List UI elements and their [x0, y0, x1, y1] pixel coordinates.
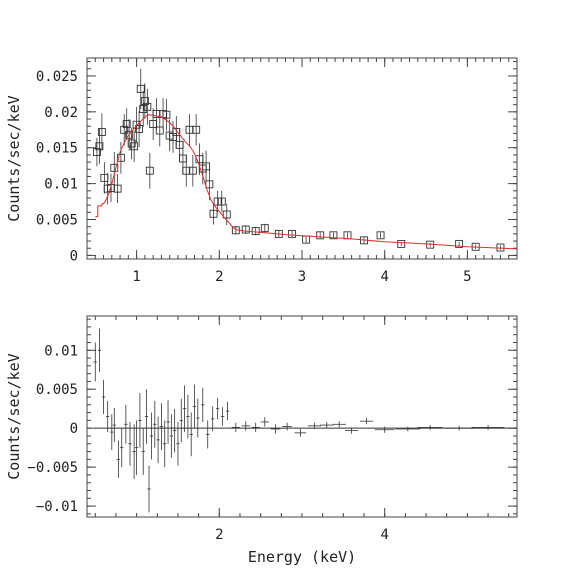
data-point	[455, 239, 464, 248]
data-point	[217, 197, 226, 206]
data-point	[288, 229, 297, 238]
data-point	[188, 166, 197, 175]
y-tick-label: 0.025	[36, 69, 78, 85]
data-point	[376, 231, 385, 240]
x-tick-label: 4	[380, 269, 388, 285]
y-tick-label: 0.01	[44, 177, 78, 193]
data-point	[140, 97, 149, 106]
y-tick-label: 0.005	[36, 213, 78, 229]
y-tick-label: 0.015	[36, 141, 78, 157]
data-point	[213, 197, 222, 206]
data-point	[97, 127, 106, 136]
y-tick-label: −0.005	[27, 460, 78, 476]
data-point	[127, 139, 136, 148]
residuals-panel: 2 4 −0.01 −0.005 0 0.005 0.01 Counts/sec/keV Ene…	[5, 315, 518, 566]
data-point	[329, 231, 338, 240]
data-point	[397, 239, 406, 248]
model-line	[95, 114, 517, 250]
data-point	[316, 231, 325, 240]
y-tick-label: 0	[70, 248, 78, 264]
y-tick-label: 0.01	[44, 343, 78, 359]
data-point	[143, 102, 152, 111]
y-tick-label: 0.02	[44, 105, 78, 121]
data-point	[192, 125, 201, 134]
data-point	[251, 227, 260, 235]
data-point	[92, 148, 101, 156]
x-axis-label: Energy (keV)	[248, 548, 356, 566]
data-point	[222, 210, 231, 219]
x-tick-label: 5	[463, 269, 471, 285]
data-point	[120, 125, 129, 134]
plot-area	[92, 68, 517, 252]
x-tick-label: 1	[132, 269, 140, 285]
y-tick-label: 0	[70, 421, 78, 437]
data-point	[132, 120, 141, 129]
data-point	[209, 209, 218, 218]
data-point	[116, 153, 125, 162]
spectrum-panel: 1 2 3 4 5 0 0.005 0.01 0.015 0.02 0.025 Counts/sec/…	[5, 57, 518, 285]
data-point	[95, 142, 104, 151]
plot-frame	[86, 57, 518, 260]
x-tick-label: 2	[215, 269, 223, 285]
data-point	[122, 120, 131, 128]
data-point	[139, 105, 148, 113]
plot-area	[93, 328, 517, 513]
data-point	[110, 163, 119, 172]
data-point	[136, 84, 145, 93]
data-point	[125, 130, 134, 139]
data-point	[155, 126, 164, 135]
data-point	[496, 243, 505, 252]
data-point	[135, 125, 144, 134]
x-tick-label: 2	[215, 527, 223, 543]
y-tick-label: −0.01	[36, 499, 78, 515]
data-point	[202, 162, 211, 171]
y-axis-label: Counts/sec/keV	[5, 353, 23, 479]
y-tick-label: 0.005	[36, 382, 78, 398]
data-point	[130, 142, 139, 151]
data-point	[113, 184, 122, 193]
data-point	[260, 224, 269, 233]
y-axis-label: Counts/sec/keV	[5, 95, 23, 221]
data-point	[241, 225, 250, 234]
data-point	[145, 166, 154, 175]
x-tick-label: 4	[380, 527, 388, 543]
x-tick-label: 3	[298, 269, 306, 285]
data-point	[162, 110, 171, 119]
